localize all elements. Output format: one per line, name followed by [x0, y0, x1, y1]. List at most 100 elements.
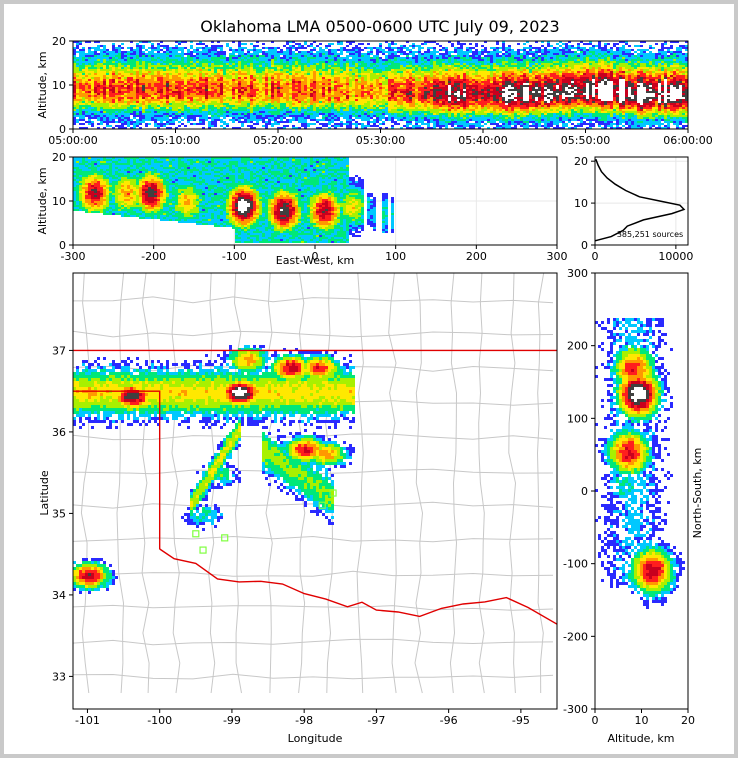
density-cell [229, 91, 232, 93]
density-cell [292, 67, 295, 69]
density-cell [85, 87, 88, 89]
density-cell [94, 113, 97, 115]
density-cell [319, 93, 322, 95]
density-cell [292, 47, 295, 49]
density-cell [307, 95, 310, 97]
density-cell [241, 97, 244, 99]
density-cell [322, 71, 325, 73]
density-cell [403, 91, 406, 93]
density-cell [250, 61, 253, 63]
density-cell [127, 107, 130, 109]
density-cell [163, 115, 166, 117]
density-cell [142, 69, 145, 71]
density-cell [292, 77, 295, 79]
density-cell [280, 59, 283, 61]
density-cell [208, 111, 211, 113]
density-cell [160, 109, 163, 111]
density-cell [94, 63, 97, 65]
density-cell [370, 101, 373, 103]
density-cell [433, 127, 436, 129]
density-cell [283, 121, 286, 123]
density-cell [82, 105, 85, 107]
density-cell [136, 107, 139, 109]
density-cell [448, 85, 451, 87]
density-cell [283, 61, 286, 63]
density-cell [274, 59, 277, 61]
density-cell [85, 91, 88, 93]
density-cell [142, 91, 145, 93]
density-cell [274, 113, 277, 115]
density-cell [76, 119, 79, 121]
density-cell [163, 59, 166, 61]
density-cell [367, 67, 370, 69]
density-cell [259, 89, 262, 91]
density-cell [139, 57, 142, 59]
density-cell [343, 49, 346, 51]
density-cell [103, 71, 106, 73]
density-cell [232, 61, 235, 63]
density-cell [262, 43, 265, 45]
density-cell [448, 73, 451, 75]
density-cell [82, 107, 85, 109]
density-cell [307, 123, 310, 125]
density-cell [118, 73, 121, 75]
density-cell [205, 113, 208, 115]
density-cell [142, 121, 145, 123]
density-cell [211, 125, 214, 127]
density-cell [334, 111, 337, 113]
density-cell [178, 89, 181, 91]
density-cell [439, 61, 442, 63]
density-cell [232, 103, 235, 105]
density-cell [418, 57, 421, 59]
density-cell [343, 115, 346, 117]
density-cell [247, 109, 250, 111]
density-cell [433, 115, 436, 117]
density-cell [280, 97, 283, 99]
density-cell [373, 71, 376, 73]
density-cell [421, 109, 424, 111]
density-cell [229, 59, 232, 61]
density-cell [373, 111, 376, 113]
density-cell [265, 123, 268, 125]
density-cell [403, 47, 406, 49]
density-cell [436, 67, 439, 69]
density-cell [133, 105, 136, 107]
density-cell [295, 67, 298, 69]
density-cell [79, 103, 82, 105]
density-cell [310, 49, 313, 51]
density-cell [331, 93, 334, 95]
density-cell [310, 95, 313, 97]
density-cell [73, 123, 76, 125]
density-cell [151, 103, 154, 105]
density-cell [178, 83, 181, 85]
density-cell [79, 53, 82, 55]
density-cell [148, 71, 151, 73]
density-cell [439, 57, 442, 59]
density-cell [451, 111, 454, 113]
density-cell [241, 91, 244, 93]
density-cell [262, 59, 265, 61]
density-cell [358, 81, 361, 83]
density-cell [97, 119, 100, 121]
density-cell [352, 97, 355, 99]
density-cell [277, 71, 280, 73]
density-cell [337, 53, 340, 55]
density-cell [391, 67, 394, 69]
density-cell [220, 121, 223, 123]
density-cell [217, 75, 220, 77]
density-cell [286, 105, 289, 107]
density-cell [139, 73, 142, 75]
density-cell [319, 91, 322, 93]
density-cell [238, 67, 241, 69]
density-cell [151, 77, 154, 79]
density-cell [166, 65, 169, 67]
density-cell [271, 117, 274, 119]
density-cell [337, 75, 340, 77]
density-cell [295, 117, 298, 119]
density-cell [349, 65, 352, 67]
density-cell [130, 97, 133, 99]
density-cell [271, 53, 274, 55]
density-cell [310, 107, 313, 109]
density-cell [121, 117, 124, 119]
density-cell [169, 119, 172, 121]
